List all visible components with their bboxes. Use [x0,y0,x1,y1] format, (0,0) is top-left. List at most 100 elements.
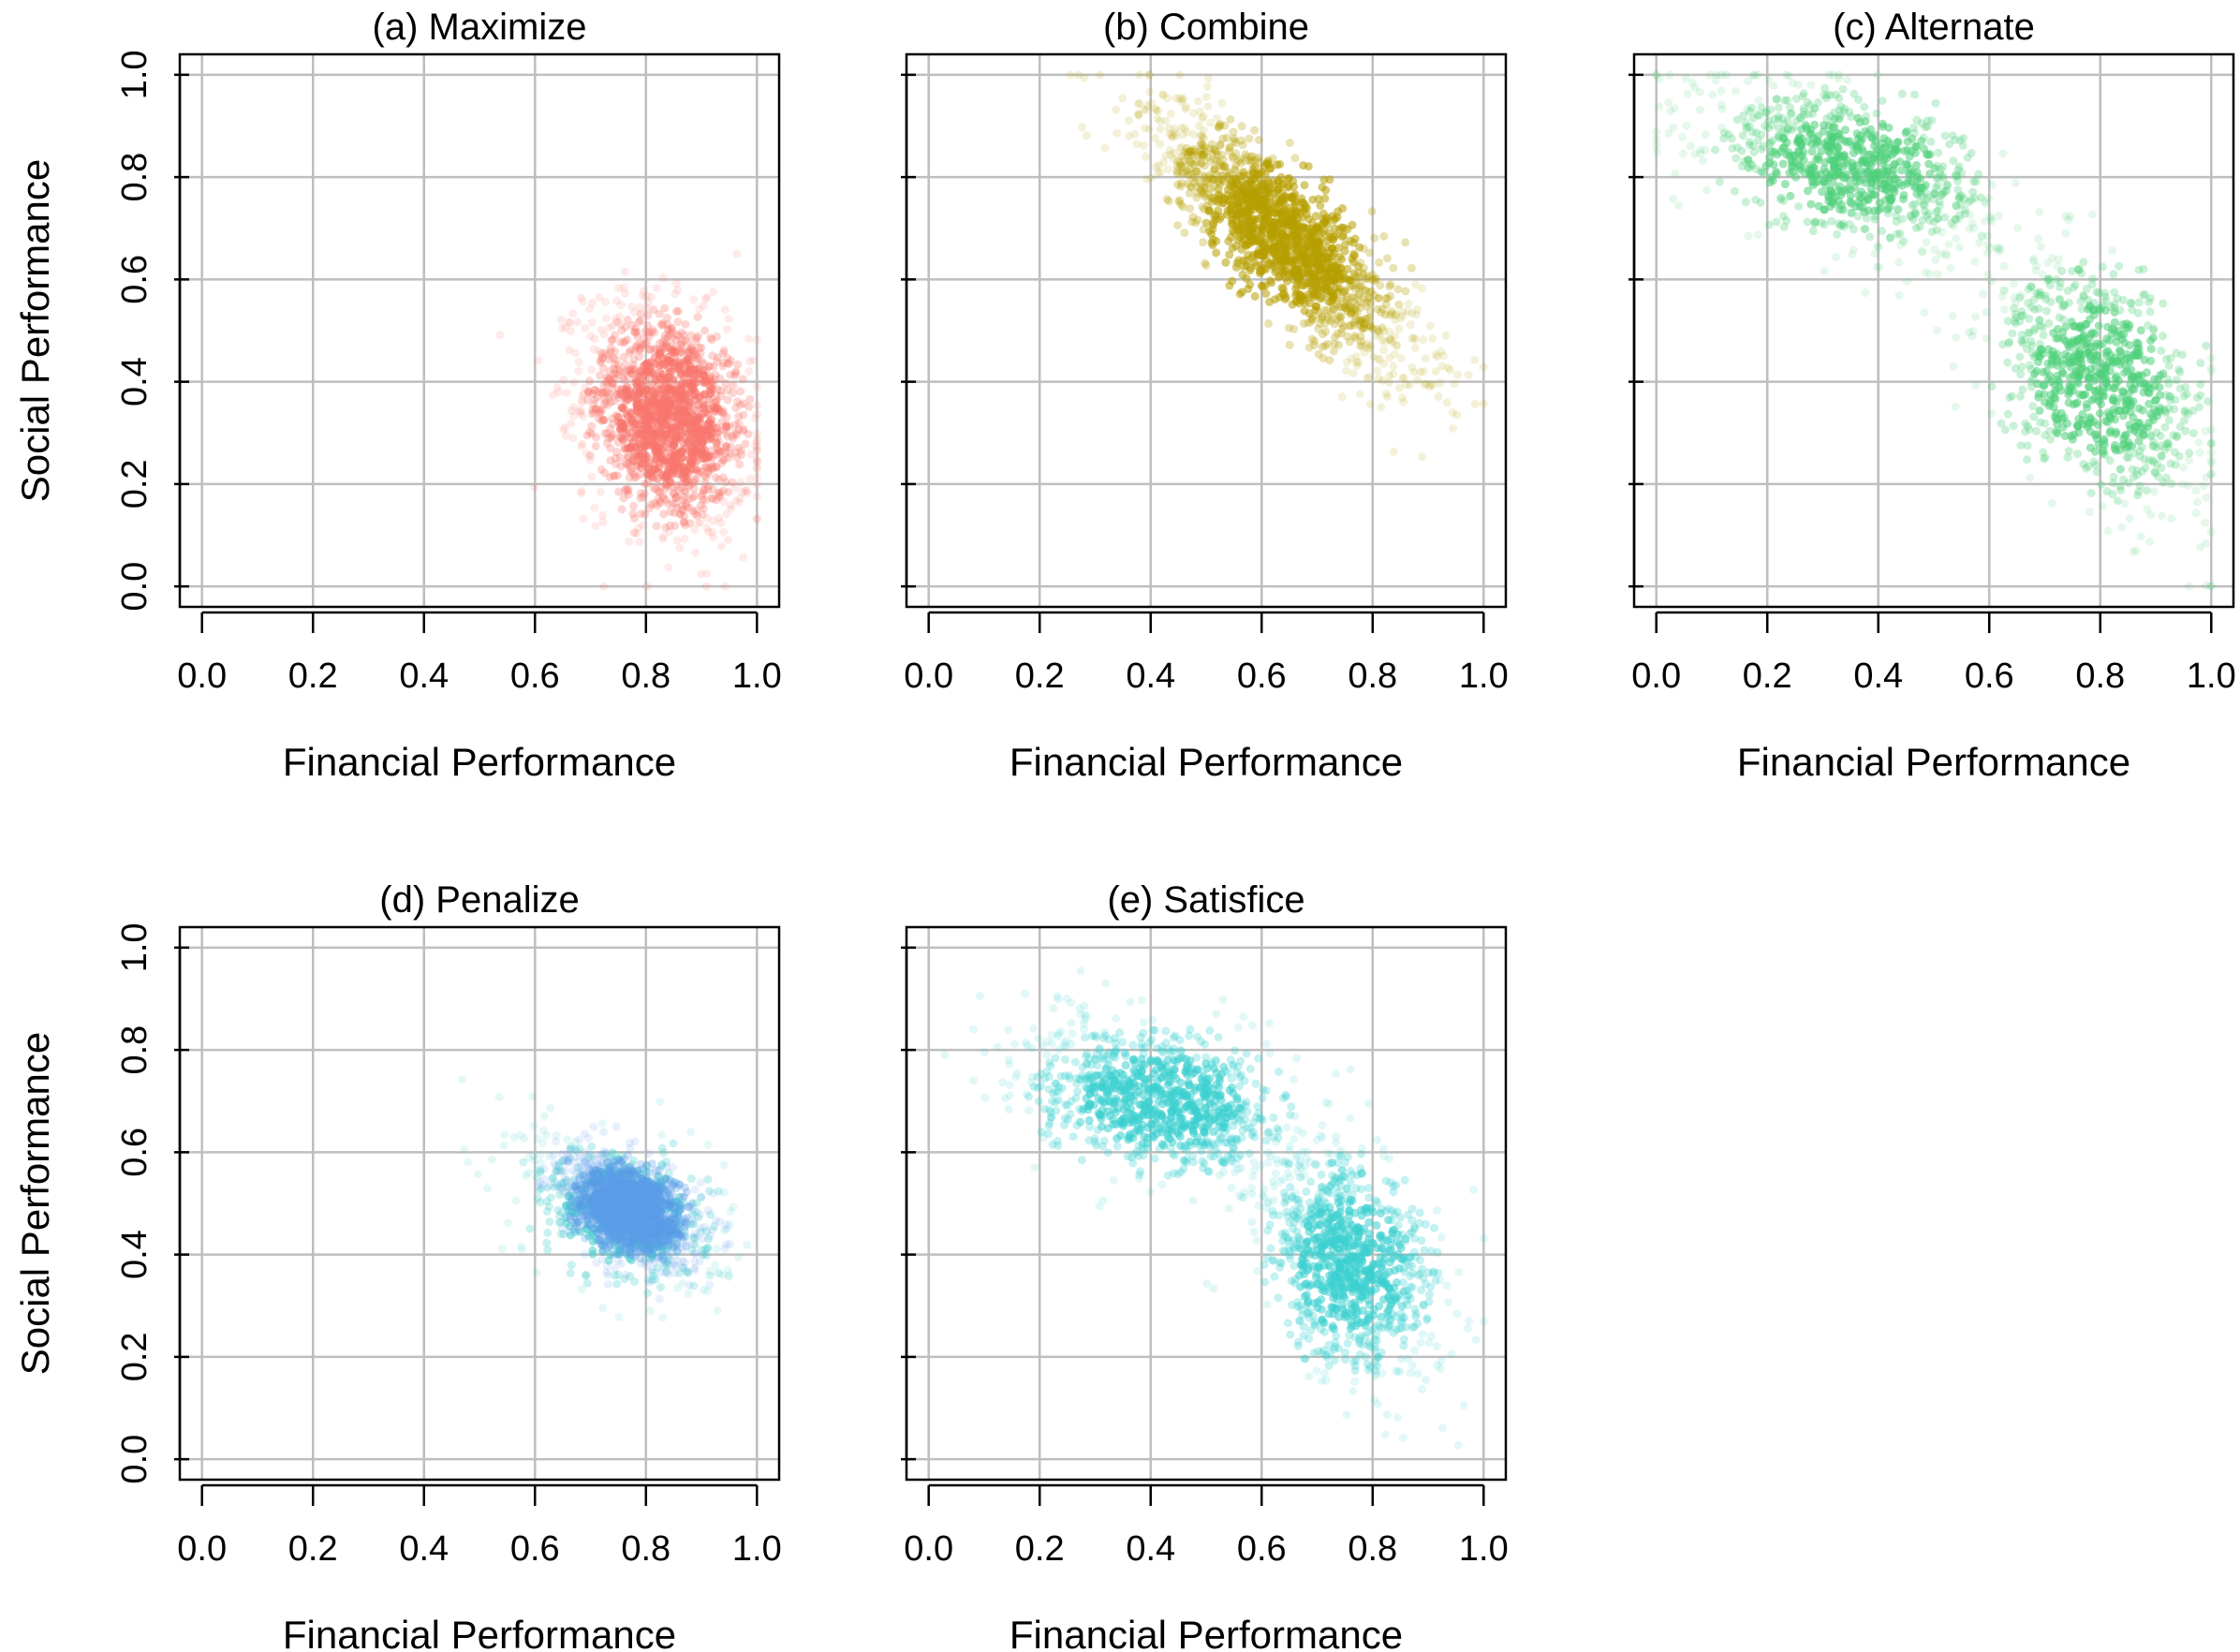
panel-title: (a) Maximize [373,7,587,48]
data-point [1237,122,1246,131]
data-point [2146,356,2156,365]
data-point [718,361,728,371]
data-point [639,493,647,502]
data-point [2133,491,2143,500]
data-point [574,358,583,367]
data-point [2115,446,2125,455]
data-point [1368,352,1378,361]
data-point [684,396,693,405]
data-point [2086,489,2096,497]
data-point [2184,480,2193,490]
data-point [2088,355,2098,364]
data-point [2116,465,2126,474]
data-point [739,424,748,434]
data-point [1185,188,1194,198]
data-point [711,370,720,379]
data-point [618,419,627,428]
data-point [732,249,742,258]
data-point [611,374,620,383]
data-point [685,494,694,504]
data-point [670,489,679,498]
data-point [1144,70,1154,80]
data-point [1347,354,1356,363]
data-point [1843,76,1852,84]
data-point [1285,173,1293,183]
data-point [1260,195,1270,203]
data-point [1929,195,1938,204]
data-point [681,521,690,530]
data-point [549,390,558,399]
data-point [1878,227,1886,235]
data-point [1907,147,1916,156]
data-point [733,360,743,369]
data-point [650,328,659,337]
data-point [2137,371,2146,380]
data-point [1835,168,1843,177]
data-point [662,412,671,421]
data-point [1308,312,1318,321]
data-point [1312,273,1321,283]
data-point [2061,229,2071,238]
data-point [614,1312,624,1321]
data-point [2120,368,2129,377]
data-point [1847,199,1856,208]
data-point [708,351,717,361]
data-point [622,484,630,494]
data-point [1803,97,1812,107]
data-point [1113,128,1122,138]
data-point [1794,146,1804,155]
data-point [2170,448,2179,457]
data-point [2139,290,2148,300]
data-point [578,439,587,449]
data-point [734,420,744,428]
data-point [553,383,562,392]
data-point [737,450,746,459]
data-point [1987,409,1997,419]
data-point [707,494,716,503]
data-point [1794,202,1804,211]
data-point [1418,284,1427,293]
data-point [1824,70,1834,80]
data-point [681,319,690,329]
data-point [1808,110,1817,119]
data-point [1141,152,1150,161]
data-point [2157,451,2166,461]
data-point [1764,220,1774,229]
data-point [1339,270,1348,279]
data-point [653,395,662,405]
data-point [1702,130,1710,140]
data-point [619,367,628,376]
data-point [546,1103,555,1113]
data-point [1977,232,1986,242]
data-point [488,1155,496,1164]
data-point [684,338,692,347]
data-point [2015,352,2025,361]
data-point [1952,333,1961,343]
data-point [582,449,591,458]
data-point [1337,392,1347,402]
data-point [732,452,742,462]
data-point [1479,362,1488,372]
data-point [2039,331,2048,340]
data-point [611,331,620,340]
data-point [2010,317,2019,326]
data-point [1151,104,1160,113]
data-point [728,432,737,441]
data-point [700,326,710,335]
data-point [516,1242,525,1251]
data-point [2115,261,2124,271]
data-point [1779,212,1788,221]
data-point [2206,448,2216,457]
data-point [1154,168,1163,177]
data-point [1715,177,1724,186]
data-point [619,376,628,384]
data-point [2108,490,2117,499]
data-point [618,434,627,443]
data-point [1915,222,1924,231]
data-point [1355,320,1364,330]
data-point [590,395,599,405]
data-point [1820,164,1829,173]
data-point [1394,300,1404,309]
data-point [641,479,650,489]
data-point [609,471,618,480]
